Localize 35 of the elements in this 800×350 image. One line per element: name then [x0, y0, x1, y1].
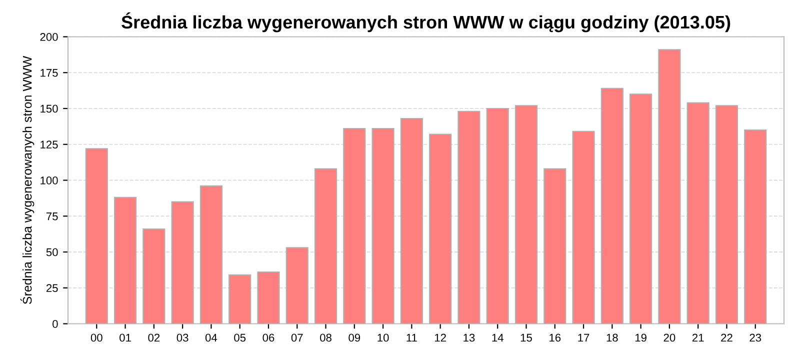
x-tick-label: 10 [378, 334, 389, 342]
x-tick-label: 22 [721, 334, 732, 342]
chart-title: Średnia liczba wygenerowanych stron WWW w ciągu godziny (2013.05) [122, 12, 730, 32]
x-tick-label: 11 [406, 334, 417, 342]
x-tick-label: 01 [120, 334, 131, 342]
y-tick-label: 100 [40, 176, 58, 184]
x-tick-label: 06 [262, 334, 274, 342]
y-tick-label: 0 [52, 320, 58, 328]
x-tick-label: 13 [464, 334, 475, 342]
y-tick-label: 50 [46, 248, 58, 256]
x-tick-label: 12 [434, 334, 446, 342]
y-tick-label: 25 [46, 284, 58, 292]
y-tick-label: 175 [40, 69, 58, 77]
x-tick-label: 15 [520, 334, 532, 342]
x-tick-label: 17 [578, 334, 590, 342]
x-tick-label: 21 [692, 334, 704, 342]
y-tick-label: 150 [40, 104, 58, 113]
x-tick-label: 02 [148, 334, 160, 342]
x-tick-label: 19 [635, 334, 646, 342]
x-tick-label: 00 [90, 334, 102, 342]
y-tick-label: 125 [40, 140, 58, 149]
x-tick-label: 08 [320, 334, 332, 342]
x-tick-label: 04 [205, 334, 218, 342]
x-tick-label: 09 [348, 334, 360, 342]
y-axis-title: Średnia liczba wygenerowanych stron WWW [20, 56, 34, 304]
x-tick-label: 03 [176, 334, 188, 342]
x-tick-label: 16 [550, 334, 561, 342]
x-tick-label: 20 [664, 334, 676, 342]
x-tick-label: 23 [750, 334, 762, 342]
y-tick-label: 75 [46, 212, 58, 220]
y-tick-label: 200 [40, 33, 58, 41]
x-tick-label: 07 [291, 334, 303, 342]
x-tick-label: 18 [606, 334, 618, 342]
x-tick-label: 14 [492, 334, 504, 342]
x-tick-label: 05 [234, 334, 246, 342]
